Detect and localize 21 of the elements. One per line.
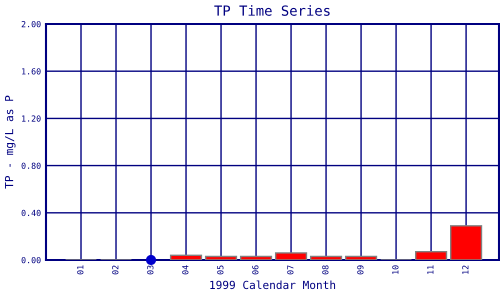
x-tick-label: 02 xyxy=(112,266,118,274)
x-tick-label: 09 xyxy=(357,265,364,274)
x-tick-label: 11 xyxy=(427,265,434,274)
x-tick-label: 07 xyxy=(287,265,294,274)
y-axis-title: TP - mg/L as P xyxy=(5,96,16,189)
x-tick-label: 10 xyxy=(392,265,399,274)
y-tick-label: 0.40 xyxy=(22,210,41,216)
y-tick-label: 0.80 xyxy=(22,162,41,169)
x-tick-label: 01 xyxy=(77,265,84,274)
x-axis-title: 1999 Calendar Month xyxy=(210,280,336,290)
x-tick-label: 08 xyxy=(322,265,328,274)
chart-title: TP Time Series xyxy=(214,5,330,16)
x-tick-label: 06 xyxy=(252,265,258,274)
y-tick-label: 1.20 xyxy=(22,115,41,122)
x-tick-label: 05 xyxy=(217,266,224,274)
y-tick-label: 0.00 xyxy=(22,257,41,264)
y-tick-label: 1.60 xyxy=(22,68,41,75)
x-tick-label: 12 xyxy=(462,266,468,274)
x-tick-label: 04 xyxy=(182,265,188,274)
x-tick-label: 03 xyxy=(147,265,154,274)
y-tick-label: 2.00 xyxy=(22,21,41,28)
